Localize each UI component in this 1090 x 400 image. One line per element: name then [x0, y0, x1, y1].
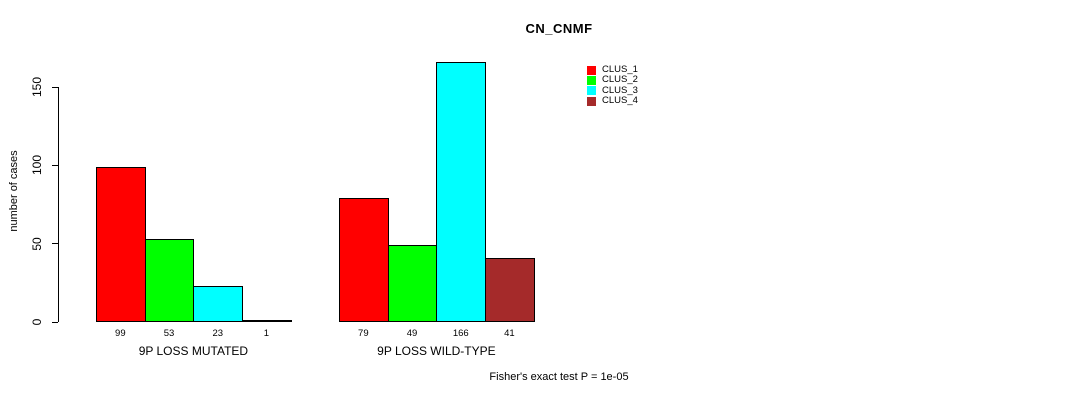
- y-tick-mark: [52, 164, 58, 166]
- bar-value-label: 41: [504, 328, 515, 339]
- bar-value-label: 79: [358, 328, 369, 339]
- legend-label: CLUS_4: [602, 95, 638, 107]
- legend-swatch-clus_3: [587, 86, 596, 96]
- bar-clus_4-group-0: [242, 320, 292, 323]
- fisher-test-annotation: Fisher's exact test P = 1e-05: [489, 371, 629, 383]
- bar-value-label: 53: [163, 328, 175, 339]
- bar-clus_3-group-0: [193, 285, 244, 322]
- legend-item: CLUS_3: [587, 84, 638, 96]
- bar-value-label: 99: [115, 328, 126, 339]
- y-axis-label: number of cases: [8, 150, 20, 232]
- legend-item: CLUS_2: [587, 75, 638, 85]
- y-tick-label: 100: [30, 155, 44, 176]
- bar-clus_1-group-1: [339, 198, 389, 322]
- y-tick-label: 150: [30, 76, 44, 98]
- bar-value-label: 1: [263, 328, 270, 339]
- y-tick-mark: [52, 243, 58, 245]
- y-tick-mark: [52, 86, 58, 88]
- bar-clus_2-group-1: [387, 245, 438, 322]
- y-tick-mark: [52, 321, 58, 323]
- y-axis-line: [58, 87, 59, 322]
- group-label: 9P LOSS MUTATED: [138, 344, 249, 358]
- legend: CLUS_1 CLUS_2 CLUS_3 CLUS_4: [587, 65, 638, 106]
- legend-item: CLUS_4: [587, 96, 638, 106]
- legend-swatch-clus_2: [587, 75, 596, 85]
- bar-value-label: 23: [212, 328, 224, 339]
- bar-clus_3-group-1: [436, 61, 487, 322]
- legend-item: CLUS_1: [587, 65, 638, 75]
- chart-title: CN_CNMF: [525, 21, 593, 36]
- y-tick-label: 0: [30, 318, 44, 326]
- bar-clus_2-group-0: [144, 238, 195, 322]
- bar-clus_1-group-0: [96, 166, 146, 322]
- legend-label: CLUS_2: [602, 74, 638, 86]
- bar-clus_4-group-1: [485, 257, 535, 322]
- legend-swatch-clus_1: [587, 65, 596, 75]
- legend-swatch-clus_4: [587, 96, 596, 106]
- y-tick-label: 50: [30, 236, 44, 251]
- group-label: 9P LOSS WILD-TYPE: [377, 344, 496, 358]
- legend-label: CLUS_3: [602, 84, 638, 96]
- bar-value-label: 166: [452, 328, 469, 339]
- legend-label: CLUS_1: [602, 64, 638, 76]
- bar-value-label: 49: [406, 328, 418, 339]
